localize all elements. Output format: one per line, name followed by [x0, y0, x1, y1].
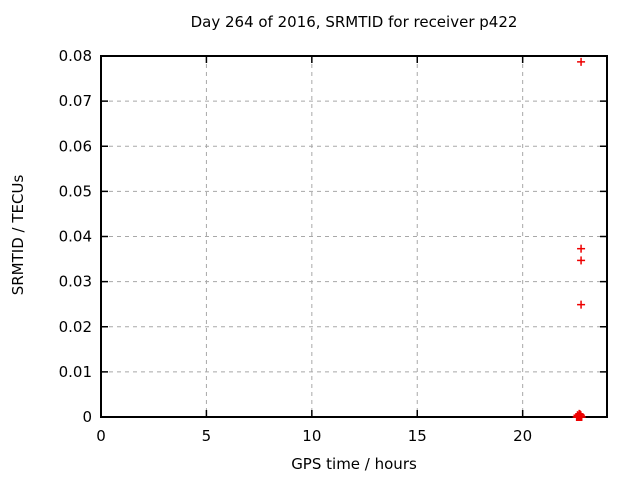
x-tick-label: 20 [513, 427, 532, 445]
y-tick-label: 0.07 [59, 92, 92, 110]
y-tick-label: 0.02 [59, 318, 92, 336]
x-tick-label: 10 [302, 427, 321, 445]
x-tick-label: 0 [96, 427, 106, 445]
y-tick-label: 0.01 [59, 363, 92, 381]
y-tick-label: 0.06 [59, 137, 92, 155]
y-tick-label: 0.05 [59, 182, 92, 200]
x-axis-label: GPS time / hours [291, 455, 417, 473]
y-tick-label: 0.03 [59, 273, 92, 291]
y-tick-label: 0.04 [59, 228, 92, 246]
x-tick-label: 15 [408, 427, 427, 445]
y-tick-label: 0.08 [59, 47, 92, 65]
y-tick-label: 0 [82, 408, 92, 426]
chart-title: Day 264 of 2016, SRMTID for receiver p42… [190, 13, 518, 31]
x-tick-label: 5 [202, 427, 212, 445]
